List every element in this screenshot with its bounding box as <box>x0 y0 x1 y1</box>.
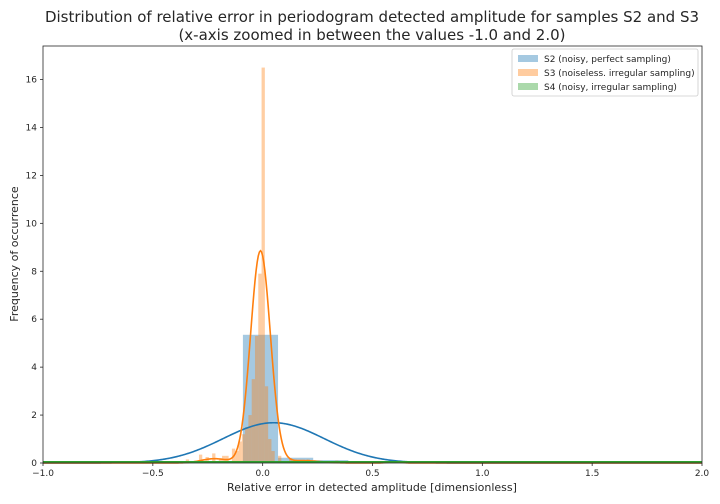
kde-line <box>43 249 702 464</box>
y-tick-label: 12 <box>26 171 37 181</box>
y-tick-label: 10 <box>26 219 38 229</box>
histogram-bar <box>268 439 272 463</box>
plot-area <box>42 45 703 464</box>
histogram-bars <box>43 67 702 463</box>
histogram-bar <box>241 434 246 463</box>
legend-swatch <box>518 69 538 76</box>
histogram-bar <box>264 386 269 463</box>
histogram-bar <box>254 335 259 463</box>
y-axis-label: Frequency of occurrence <box>8 186 21 322</box>
x-tick-label: 1.0 <box>475 469 490 479</box>
y-tick-label: 14 <box>26 123 38 133</box>
y-tick-label: 4 <box>31 363 37 373</box>
y-tick-label: 16 <box>26 76 38 86</box>
histogram-bar <box>289 458 293 463</box>
histogram-bar <box>198 454 203 463</box>
legend: S2 (noisy, perfect sampling) S3 (noiseles… <box>511 48 699 97</box>
histogram-bar <box>238 441 242 463</box>
histogram-bar <box>258 273 262 463</box>
legend-label: S2 (noisy, perfect sampling) <box>544 55 671 65</box>
y-tick-label: 8 <box>31 267 37 277</box>
kde-line <box>43 421 702 464</box>
legend-items: S2 (noisy, perfect sampling) S3 (noiseles… <box>518 55 695 93</box>
chart-title: Distribution of relative error in period… <box>45 8 699 44</box>
histogram-bar <box>218 458 223 463</box>
x-axis-ticks: −1.0 −0.5 0.0 0.5 1.0 1.5 2.0 <box>32 463 709 479</box>
plot-frame <box>42 45 703 464</box>
x-axis-label: Relative error in detected amplitude [di… <box>227 481 517 494</box>
histogram-bar <box>261 67 265 463</box>
y-tick-label: 6 <box>31 315 37 325</box>
legend-frame <box>511 48 699 97</box>
kde-curves <box>43 249 702 464</box>
histogram-bar <box>248 415 252 463</box>
legend-swatch <box>518 55 538 62</box>
histogram-bar <box>235 451 239 463</box>
legend-swatch <box>518 83 538 90</box>
x-tick-label: 0.5 <box>365 469 379 479</box>
chart-title-line-1: Distribution of relative error in period… <box>45 8 699 26</box>
x-tick-label: 0.0 <box>256 469 271 479</box>
histogram-bar <box>278 455 282 463</box>
y-tick-label: 0 <box>31 459 37 469</box>
histogram-bar <box>271 451 275 463</box>
chart-title-line-2: (x-axis zoomed in between the values -1.… <box>178 26 565 44</box>
x-tick-label: 1.5 <box>585 469 599 479</box>
x-tick-label: 2.0 <box>695 469 710 479</box>
x-tick-label: −1.0 <box>32 469 54 479</box>
legend-label: S3 (noiseless. irregular sampling) <box>544 69 695 79</box>
x-tick-label: −0.5 <box>142 469 164 479</box>
histogram-bar <box>251 379 255 463</box>
legend-label: S4 (noisy, irregular sampling) <box>544 83 677 93</box>
y-tick-label: 2 <box>31 411 37 421</box>
y-axis-ticks: 0 2 4 6 8 10 12 14 16 <box>26 76 43 469</box>
histogram-bar <box>245 427 249 463</box>
